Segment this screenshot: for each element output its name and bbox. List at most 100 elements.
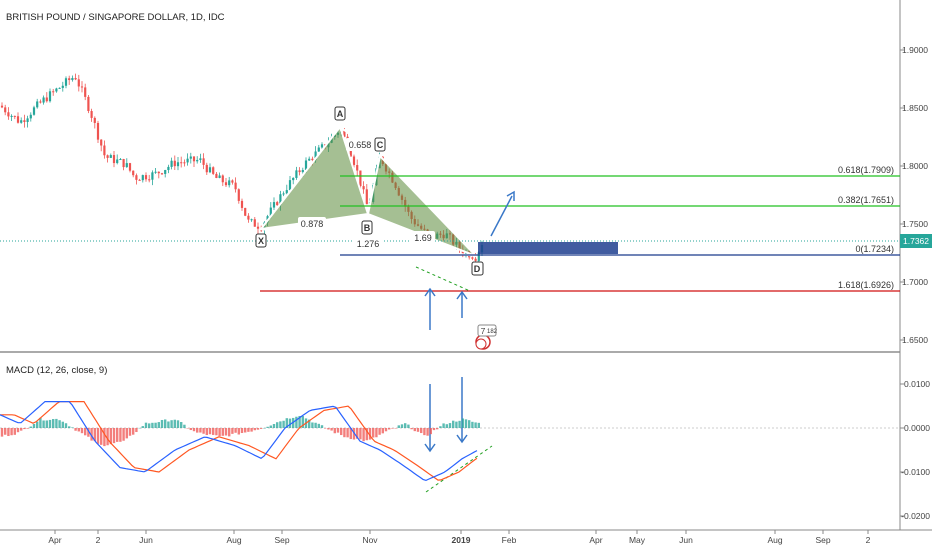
candle-body bbox=[471, 257, 474, 259]
macd-histogram-bar bbox=[77, 428, 80, 432]
ratio-169: 1.69 bbox=[414, 233, 432, 243]
macd-histogram-bar bbox=[381, 428, 384, 434]
macd-histogram-bar bbox=[266, 426, 269, 428]
candle-body bbox=[256, 226, 260, 229]
candle-body bbox=[48, 91, 52, 102]
macd-histogram-bar bbox=[458, 420, 461, 428]
candle-body bbox=[269, 207, 272, 217]
macd-histogram-bar bbox=[477, 422, 480, 428]
candle-body bbox=[308, 158, 311, 161]
macd-tick-2: -0.0100 bbox=[901, 467, 930, 477]
arrowhead-down-2 bbox=[456, 434, 468, 444]
candle-body bbox=[16, 116, 20, 123]
macd-histogram-bar bbox=[368, 428, 372, 440]
macd-histogram-bar bbox=[199, 428, 202, 433]
candle-body bbox=[10, 115, 13, 117]
candle-body bbox=[237, 189, 240, 201]
candle-body bbox=[74, 77, 77, 80]
candle-body bbox=[253, 219, 256, 227]
candle-body bbox=[151, 172, 154, 180]
candle-body bbox=[314, 151, 317, 161]
macd-tick-0: 0.0100 bbox=[904, 379, 930, 389]
time-tick-0: Apr bbox=[48, 535, 61, 545]
macd-histogram-bar bbox=[455, 421, 458, 428]
ratio-169-box bbox=[411, 231, 435, 244]
fib-levels[interactable]: 0.618(1.7909) 0.382(1.7651) 0(1.7234) 1.… bbox=[260, 165, 900, 292]
fib-label-0618: 0.618(1.7909) bbox=[838, 165, 894, 175]
candle-body bbox=[77, 79, 80, 87]
macd-histogram-bar bbox=[298, 415, 301, 428]
macd-pane[interactable] bbox=[0, 401, 480, 482]
macd-histogram-bar bbox=[221, 428, 224, 436]
arrowhead-up-2 bbox=[456, 290, 468, 300]
candle-body bbox=[122, 159, 125, 168]
macd-histogram-bar bbox=[212, 428, 215, 435]
price-tick-4: 1.7000 bbox=[902, 277, 928, 287]
candle-body bbox=[298, 170, 301, 173]
candle-body bbox=[247, 215, 250, 220]
event-count: 182 bbox=[487, 329, 498, 335]
macd-histogram-bar bbox=[125, 428, 128, 439]
macd-histogram-bar bbox=[365, 428, 368, 441]
macd-histogram-bar bbox=[148, 423, 151, 428]
macd-histogram-bar bbox=[461, 418, 464, 428]
candle-body bbox=[285, 190, 288, 194]
macd-histogram-bar bbox=[42, 420, 45, 428]
price-divergence-line[interactable] bbox=[415, 266, 471, 292]
candle-body bbox=[304, 160, 308, 170]
point-d-label: D bbox=[474, 264, 481, 274]
macd-histogram-bar bbox=[442, 423, 445, 428]
candle-body bbox=[20, 120, 23, 123]
macd-histogram-bar bbox=[247, 428, 250, 432]
macd-divergence-line[interactable] bbox=[425, 445, 493, 493]
macd-histogram-bar bbox=[282, 420, 285, 428]
macd-histogram-bar bbox=[436, 428, 439, 430]
candle-body bbox=[244, 207, 247, 216]
time-tick-7: Feb bbox=[502, 535, 517, 545]
macd-histogram-bar bbox=[45, 420, 48, 428]
arrowhead-down-1 bbox=[424, 443, 436, 453]
point-x-label: X bbox=[258, 236, 264, 246]
macd-histogram-bar bbox=[378, 428, 381, 435]
price-axis[interactable]: 1.9000 1.8500 1.8000 1.7500 1.7000 1.6500 bbox=[900, 45, 928, 345]
candle-body bbox=[71, 77, 74, 81]
candle-body bbox=[4, 107, 7, 113]
candle-body bbox=[215, 173, 218, 178]
macd-histogram-bar bbox=[340, 428, 343, 436]
macd-histogram-bar bbox=[231, 428, 234, 434]
candle-body bbox=[228, 180, 231, 186]
macd-histogram-bar bbox=[116, 428, 119, 442]
candle-body bbox=[356, 165, 359, 171]
macd-histogram-bar bbox=[308, 419, 311, 428]
annotations[interactable] bbox=[415, 190, 515, 493]
target-zone[interactable] bbox=[478, 242, 618, 254]
macd-histogram-bar bbox=[279, 421, 282, 428]
projection-arrow[interactable] bbox=[490, 195, 513, 237]
candle-body bbox=[64, 78, 68, 86]
macd-histogram-bar bbox=[36, 421, 39, 428]
candle-body bbox=[186, 158, 189, 163]
macd-axis[interactable]: 0.0100 0.0000 -0.0100 -0.0200 bbox=[900, 379, 930, 521]
ratio-1276-box bbox=[354, 237, 382, 250]
macd-histogram-bar bbox=[244, 428, 247, 433]
macd-histogram-bar bbox=[474, 422, 477, 428]
candle-body bbox=[365, 189, 368, 205]
candle-body bbox=[173, 160, 176, 167]
macd-histogram-bar bbox=[317, 423, 320, 428]
candle-body bbox=[61, 85, 64, 88]
macd-line bbox=[0, 401, 478, 482]
event-marker[interactable]: 7 182 bbox=[475, 324, 498, 350]
time-tick-10: Jun bbox=[679, 535, 693, 545]
candle-body bbox=[276, 202, 279, 206]
macd-histogram-bar bbox=[346, 428, 349, 438]
macd-histogram-bar bbox=[84, 428, 87, 436]
time-axis[interactable]: Apr 2 Jun Aug Sep Nov 2019 Feb Apr May Jun Aug Sep 2 bbox=[48, 530, 871, 545]
candle-body bbox=[167, 166, 170, 171]
macd-histogram-bar bbox=[237, 428, 240, 435]
candle-body bbox=[135, 175, 138, 180]
macd-histogram-bar bbox=[356, 428, 359, 439]
macd-histogram-bar bbox=[176, 420, 180, 428]
macd-histogram-bar bbox=[224, 428, 228, 436]
macd-histogram-bar bbox=[10, 428, 13, 436]
